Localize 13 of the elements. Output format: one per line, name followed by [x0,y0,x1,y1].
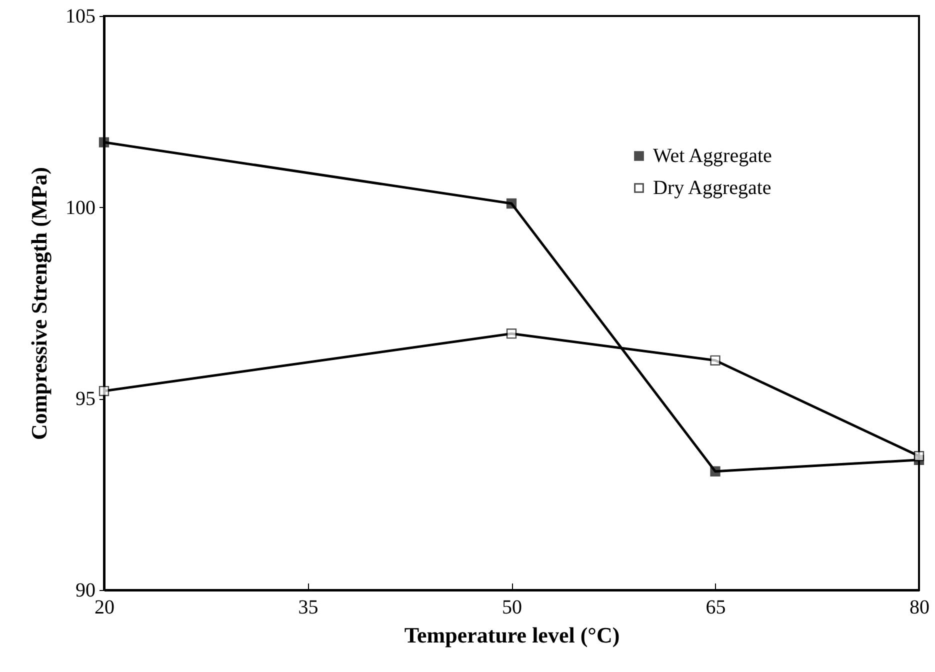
y-tick-label: 100 [66,196,96,219]
x-tick-label: 20 [94,596,114,618]
x-tick-label: 80 [910,596,930,618]
legend-label: Wet Aggregate [653,145,772,167]
y-tick-label: 95 [76,388,96,410]
x-tick-label: 65 [706,596,726,618]
x-tick-label: 35 [298,596,318,618]
y-tick-label: 90 [76,580,96,602]
x-tick-label: 50 [502,596,522,618]
y-axis-title: Compressive Strength (MPa) [26,167,52,440]
y-tick-label: 105 [66,6,96,28]
x-axis-title: Temperature level (°C) [404,622,620,648]
legend-label: Dry Aggregate [653,177,772,199]
